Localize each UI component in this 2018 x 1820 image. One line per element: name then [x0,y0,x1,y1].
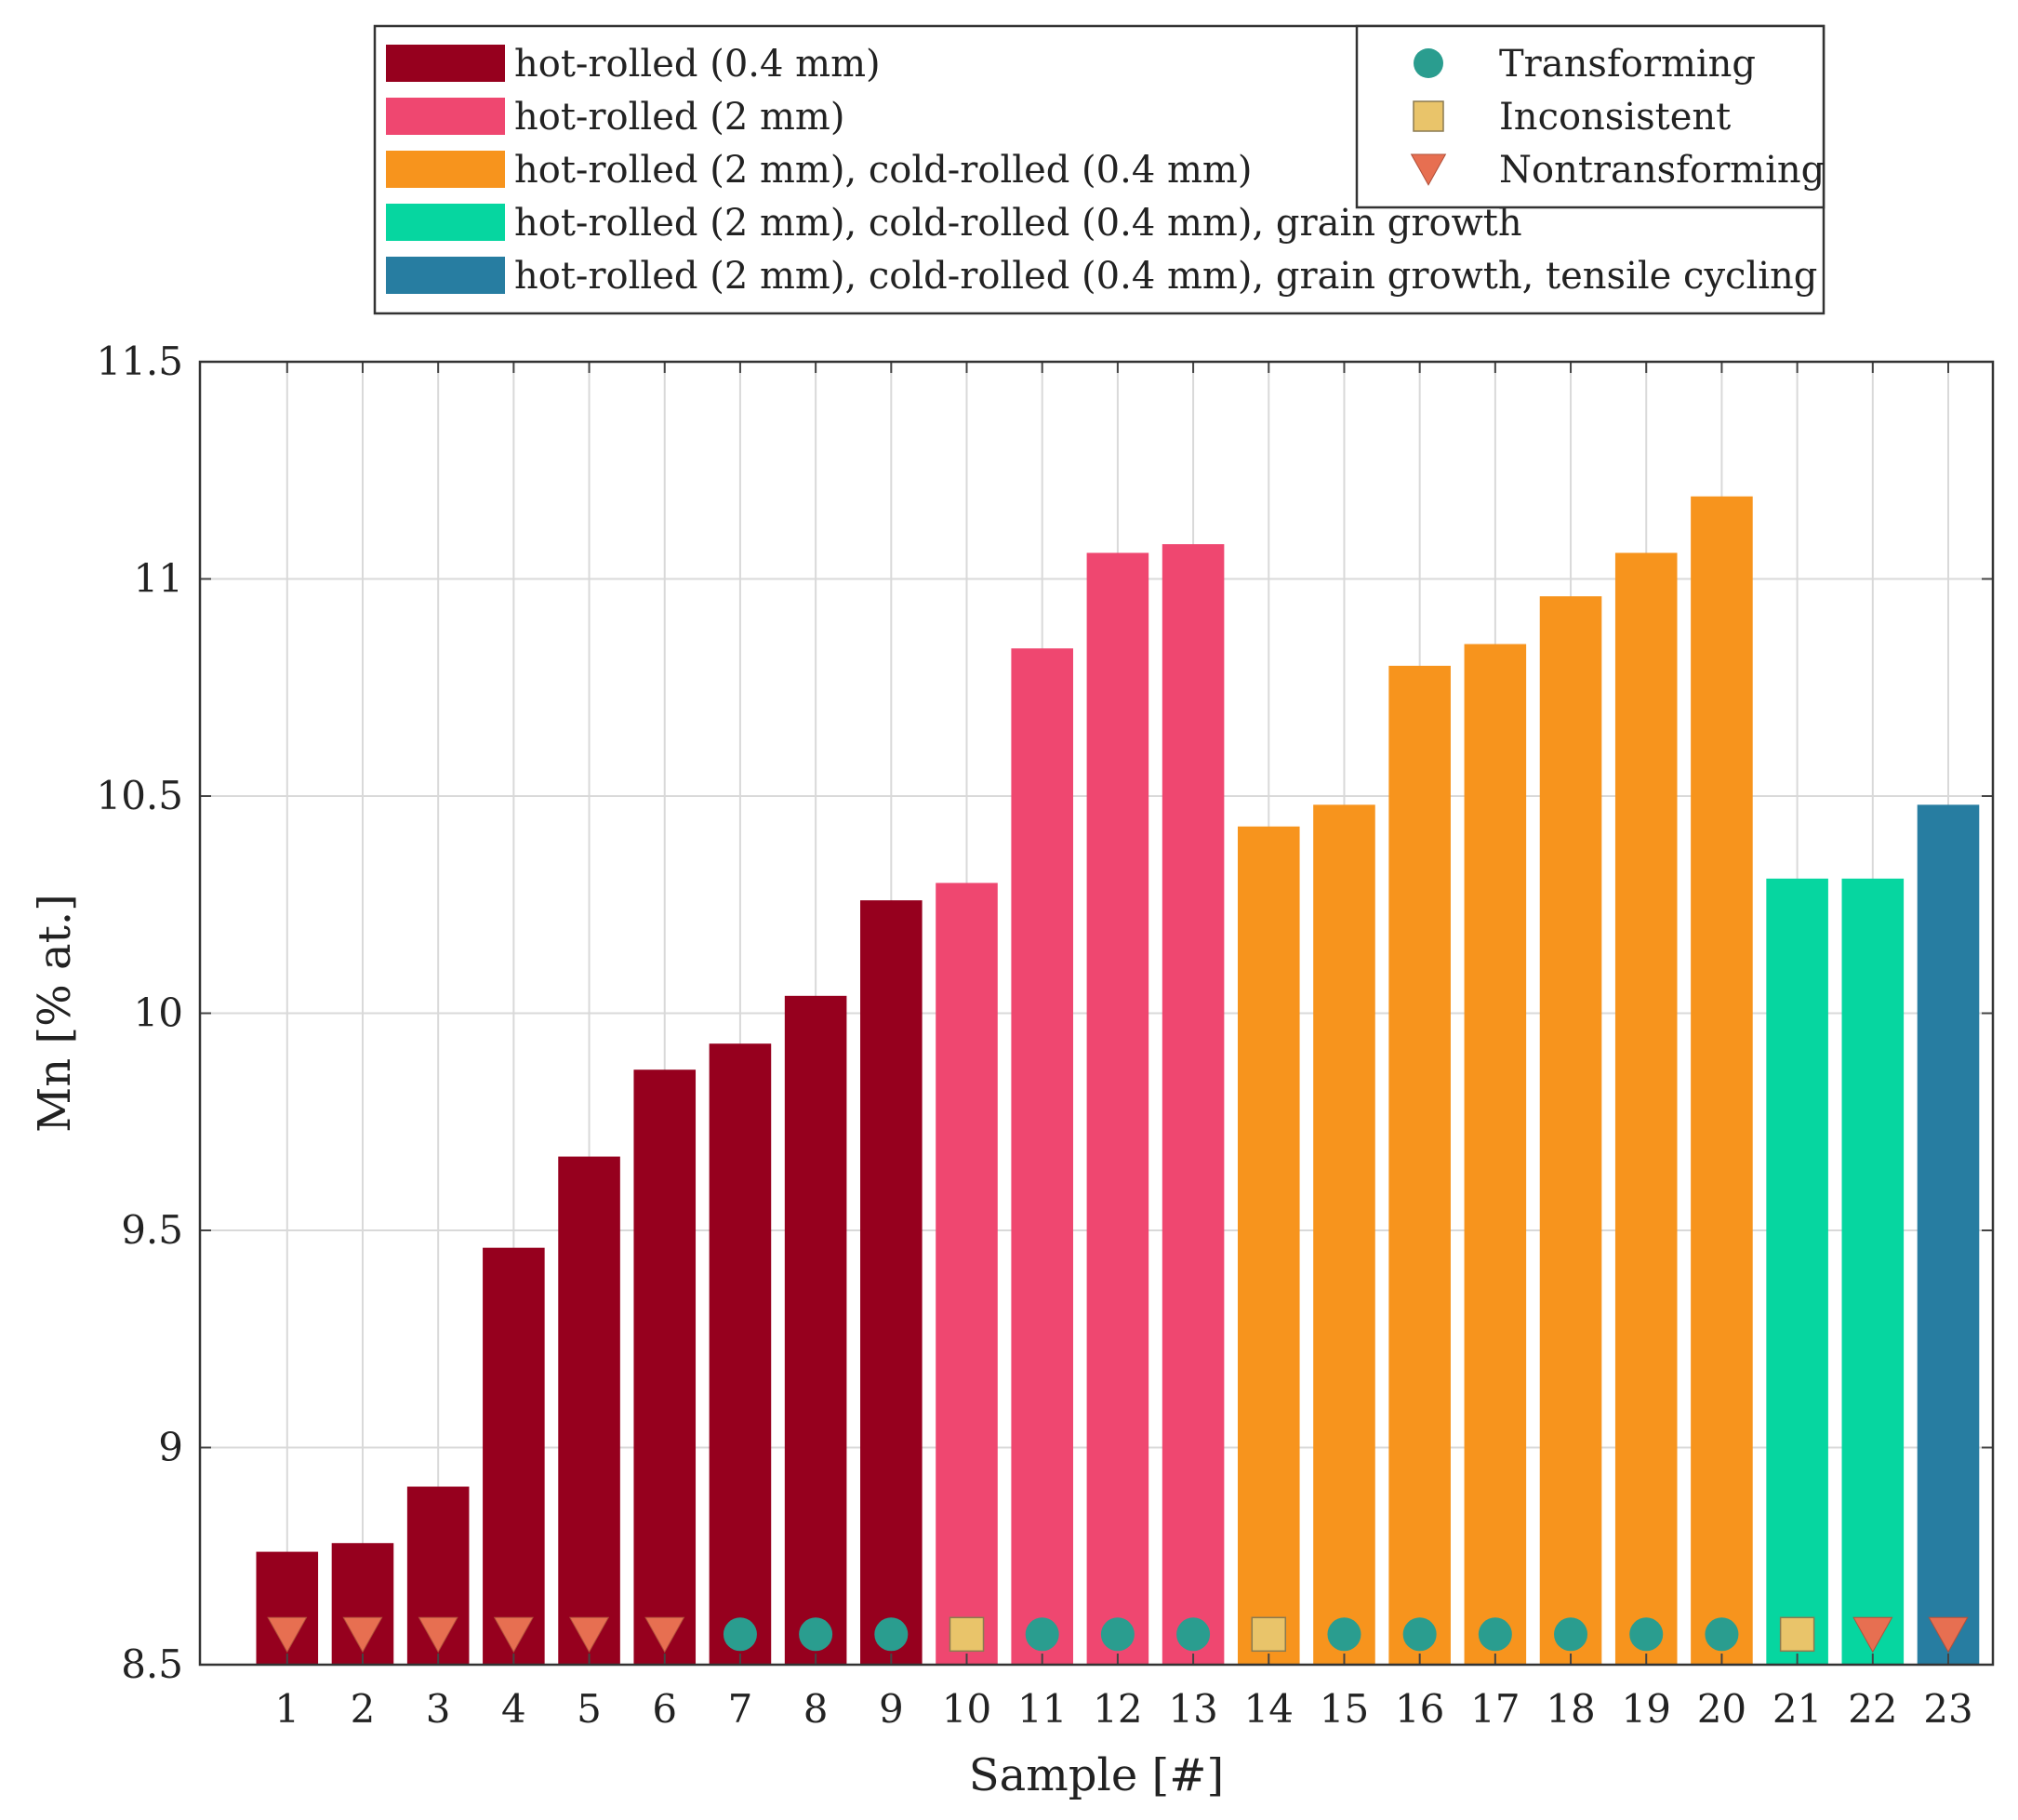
legend-swatch [386,45,505,82]
bars [256,496,1980,1666]
x-tick-label: 20 [1697,1686,1746,1732]
y-tick-label: 11.5 [96,339,183,384]
x-tick-label: 11 [1017,1686,1067,1732]
marker-sample-2 [342,1616,383,1654]
marker-sample-14 [1251,1616,1287,1653]
x-tick-label: 9 [879,1686,904,1732]
bar-sample-13 [1162,544,1225,1665]
x-tick-label: 10 [942,1686,991,1732]
marker-sample-13 [1176,1617,1211,1652]
legend-marker-label: Inconsistent [1499,96,1731,139]
legend-marker-circle [1414,48,1443,78]
x-tick-label: 21 [1772,1686,1822,1732]
y-tick-label: 11 [134,556,183,602]
marker-sample-3 [418,1616,458,1654]
marker-sample-19 [1629,1617,1664,1652]
bar-sample-23 [1917,804,1980,1665]
x-tick-label: 18 [1546,1686,1595,1732]
marker-sample-21 [1779,1616,1815,1653]
bar-sample-5 [558,1156,620,1665]
marker-sample-1 [267,1616,308,1654]
marker-sample-8 [799,1617,833,1652]
legend-swatch [386,257,505,294]
marker-sample-4 [493,1616,534,1654]
y-axis-title: Mn [% at.] [29,894,81,1133]
legend-marker-label: Nontransforming [1499,149,1825,192]
bar-sample-10 [936,883,998,1665]
bar-sample-21 [1766,878,1828,1665]
x-tick-label: 13 [1168,1686,1217,1732]
x-axis-title: Sample [#] [969,1749,1224,1801]
bar-sample-16 [1388,665,1451,1665]
x-tick-label: 7 [728,1686,753,1732]
x-tick-label: 4 [501,1686,526,1732]
legend-series-label: hot-rolled (2 mm), cold-rolled (0.4 mm),… [514,202,1522,245]
x-tick-label: 12 [1093,1686,1142,1732]
bar-sample-19 [1614,552,1678,1665]
x-tick-label: 16 [1395,1686,1444,1732]
y-tick-label: 10.5 [96,773,183,818]
legend-series-label: hot-rolled (0.4 mm) [514,43,881,86]
bar-sample-9 [860,900,923,1665]
marker-sample-22 [1852,1616,1893,1654]
bar-sample-22 [1841,878,1905,1665]
legend-series-label: hot-rolled (2 mm), cold-rolled (0.4 mm),… [514,255,1817,298]
x-tick-label: 6 [652,1686,677,1732]
marker-sample-9 [874,1617,909,1652]
bar-sample-7 [709,1043,772,1665]
x-tick-label: 2 [351,1686,376,1732]
marker-sample-11 [1025,1617,1059,1652]
x-tick-label: 23 [1923,1686,1972,1732]
marker-sample-15 [1327,1617,1361,1652]
bar-sample-20 [1691,496,1753,1665]
marker-sample-16 [1402,1617,1437,1652]
marker-sample-17 [1478,1617,1512,1652]
legend-series-label: hot-rolled (2 mm), cold-rolled (0.4 mm) [514,149,1252,192]
bar-sample-17 [1464,644,1527,1665]
legend-markers: Transforming Inconsistent Nontransforming [1355,24,1825,209]
x-tick-label: 19 [1622,1686,1671,1732]
x-tick-label: 3 [426,1686,451,1732]
bar-sample-8 [784,995,847,1665]
legend-marker-label: Transforming [1499,43,1756,86]
marker-sample-12 [1100,1617,1135,1652]
x-tick-label: 1 [274,1686,299,1732]
marker-sample-18 [1554,1617,1588,1652]
bar-sample-18 [1539,596,1602,1666]
marker-sample-7 [723,1617,757,1652]
marker-sample-23 [1928,1616,1969,1654]
x-tick-label: 15 [1320,1686,1369,1732]
axes-frame [198,360,1995,1667]
x-tick-label: 14 [1244,1686,1294,1732]
legend-marker-square [1413,100,1444,132]
legend-swatch [386,204,505,241]
x-tick-label: 17 [1470,1686,1520,1732]
y-tick-label: 9 [158,1425,183,1470]
marker-sample-20 [1705,1617,1739,1652]
status-markers [267,1616,1969,1654]
legend-swatch [386,98,505,135]
legend-series-label: hot-rolled (2 mm) [514,96,844,139]
marker-sample-5 [568,1616,610,1654]
bar-sample-4 [483,1247,545,1665]
legend-marker-triangle-down [1410,153,1447,186]
bar-sample-12 [1086,552,1149,1665]
x-tick-label: 5 [577,1686,602,1732]
plot-frame [198,360,1995,1667]
y-tick-label: 10 [134,990,183,1036]
marker-sample-6 [644,1616,685,1654]
marker-sample-10 [949,1616,985,1653]
bar-sample-15 [1313,804,1375,1665]
bar-sample-14 [1237,826,1300,1665]
y-tick-label: 8.5 [121,1641,183,1687]
legend-swatch [386,151,505,188]
x-tick-label: 8 [803,1686,829,1732]
bar-sample-6 [633,1069,697,1665]
x-tick-label: 22 [1848,1686,1897,1732]
bar-sample-11 [1011,648,1073,1665]
y-tick-label: 9.5 [121,1207,183,1253]
